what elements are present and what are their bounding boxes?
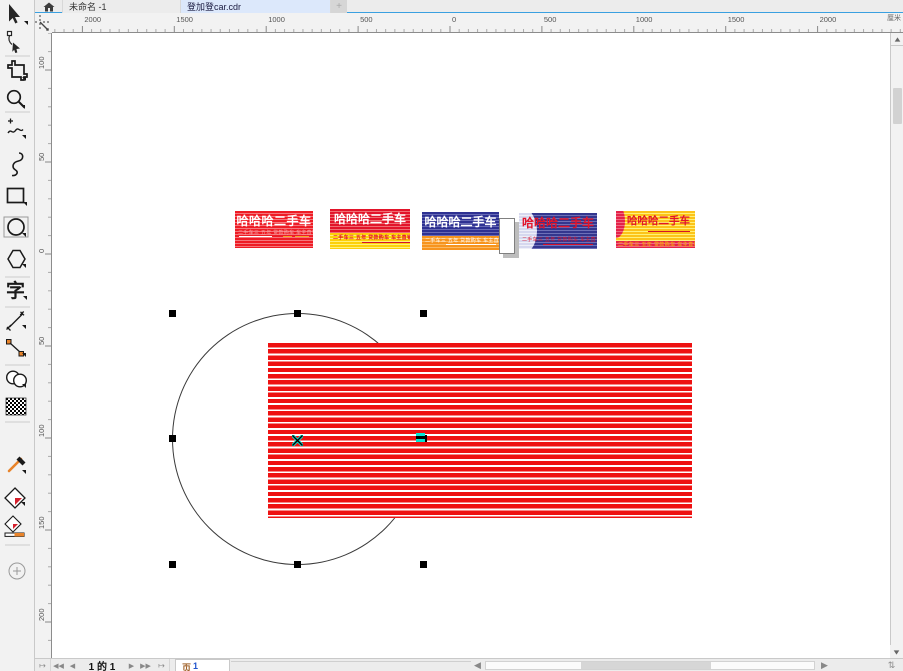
svg-text:50: 50: [37, 337, 46, 345]
svg-text:2000: 2000: [84, 15, 101, 24]
svg-text:50: 50: [37, 153, 46, 161]
svg-text:200: 200: [37, 608, 46, 621]
svg-text:0: 0: [452, 15, 456, 24]
svg-text:150: 150: [37, 516, 46, 529]
svg-text:100: 100: [37, 424, 46, 437]
svg-text:1000: 1000: [636, 15, 653, 24]
svg-text:1000: 1000: [268, 15, 285, 24]
svg-text:2000: 2000: [820, 15, 837, 24]
svg-text:1500: 1500: [728, 15, 745, 24]
svg-text:字: 字: [6, 279, 25, 302]
svg-text:500: 500: [544, 15, 557, 24]
svg-text:100: 100: [37, 56, 46, 69]
svg-text:0: 0: [37, 249, 46, 253]
svg-text:500: 500: [360, 15, 373, 24]
svg-text:1500: 1500: [176, 15, 193, 24]
